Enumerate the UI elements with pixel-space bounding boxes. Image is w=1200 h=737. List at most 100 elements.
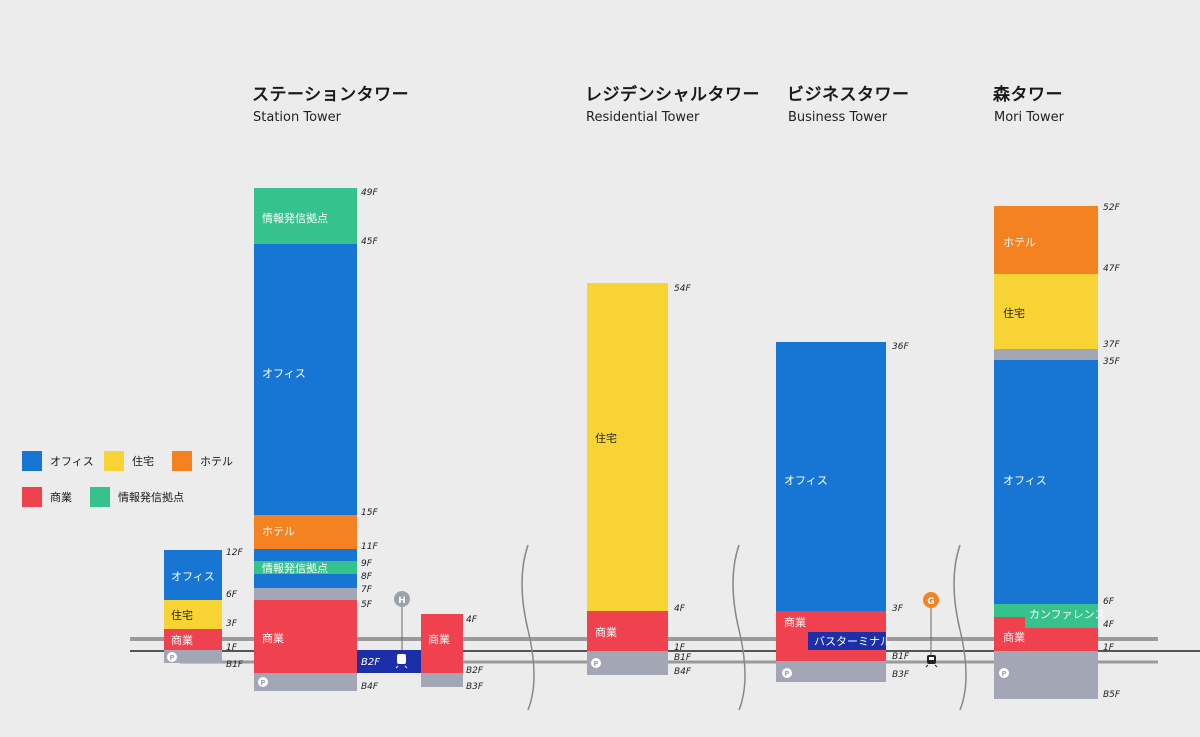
business-tower-title-jp: ビジネスタワー (787, 85, 910, 105)
break-mark-2 (732, 544, 746, 711)
station-floor-b4: B4F (361, 682, 379, 692)
res-floor-4: 4F (674, 604, 686, 614)
station-floor-8: 8F (361, 572, 373, 582)
biz-parking-icon-letter: P (784, 670, 789, 678)
g-marker-icon (923, 592, 939, 608)
station-office-low-block (254, 549, 357, 561)
mori-floor-37: 37F (1103, 340, 1120, 350)
mori-parking-icon (999, 668, 1009, 678)
annex-commercial-label: 商業 (428, 632, 450, 646)
biz-commercial-label: 商業 (784, 615, 806, 629)
mori-tower-title-jp: 森タワー (993, 85, 1063, 105)
train-icon-station (395, 654, 408, 669)
biz-office-block (776, 342, 886, 611)
small-floor-3: 3F (226, 619, 238, 629)
small-floor-12: 12F (226, 548, 243, 558)
res-floor-1: 1F (674, 643, 686, 653)
station-info-mid-label: 情報発信拠点 (262, 561, 328, 575)
biz-floor-3: 3F (892, 604, 904, 614)
station-floor-b2-bus: B2F (361, 657, 380, 668)
res-floor-b4: B4F (674, 667, 692, 677)
res-floor-54: 54F (674, 284, 691, 294)
res-commercial-label: 商業 (595, 625, 617, 639)
station-floor-15: 15F (361, 508, 378, 518)
mori-residential-label: 住宅 (1003, 306, 1025, 320)
legend-info: 情報発信拠点 (90, 487, 184, 507)
h-marker-letter: H (398, 596, 406, 606)
station-floor-49: 49F (361, 188, 378, 198)
station-parking-block (254, 673, 357, 691)
res-residential-label: 住宅 (595, 431, 617, 445)
station-parking-icon-letter: P (260, 679, 265, 687)
mori-gray-block (994, 349, 1098, 360)
station-hotel-label: ホテル (262, 525, 295, 538)
legend-label-hotel: ホテル (200, 455, 233, 468)
mori-office-label: オフィス (1003, 474, 1047, 487)
res-parking-icon (591, 658, 601, 668)
station-office-label: オフィス (262, 367, 306, 380)
station-tower-title-jp: ステーションタワー (252, 85, 410, 105)
mori-hotel-label: ホテル (1003, 236, 1036, 249)
small-parking-icon (167, 652, 177, 662)
legend-label-info: 情報発信拠点 (118, 491, 184, 504)
station-office-low2-block (254, 574, 357, 588)
station-info-top-label: 情報発信拠点 (262, 211, 328, 225)
mori-commercial-block (994, 628, 1098, 651)
mori-floor-6: 6F (1103, 597, 1115, 607)
station-hotel-block (254, 515, 357, 549)
station-info-top-block (254, 188, 357, 244)
small-residential-label: 住宅 (171, 608, 193, 622)
annex-floor-b3: B3F (466, 682, 484, 692)
residential-tower-title-en: Residential Tower (586, 110, 700, 125)
mori-commercial-upper-block (994, 617, 1025, 628)
small-residential-block (164, 600, 222, 629)
legend-hotel: ホテル (172, 451, 233, 471)
station-commercial-label: 商業 (262, 631, 284, 645)
biz-parking-icon (782, 668, 792, 678)
small-parking-icon-letter: P (169, 654, 174, 662)
station-floor-45: 45F (361, 237, 378, 247)
mori-conference-block (1025, 604, 1098, 628)
small-floor-b1: B1F (226, 660, 244, 670)
annex-floor-b2: B2F (466, 666, 484, 676)
res-residential-block (587, 283, 668, 611)
biz-floor-36: 36F (892, 342, 909, 352)
station-tower-title-en: Station Tower (253, 110, 342, 125)
mori-parking-icon-letter: P (1001, 670, 1006, 678)
station-gray-block (254, 588, 357, 600)
mori-floor-35: 35F (1103, 357, 1120, 367)
mori-floor-52: 52F (1103, 203, 1120, 213)
legend-label-commercial: 商業 (50, 491, 72, 504)
h-marker-icon (394, 591, 410, 607)
mori-residential-block (994, 274, 1098, 349)
break-mark-3 (953, 544, 967, 711)
station-floor-9: 9F (361, 559, 373, 569)
res-parking-icon-letter: P (593, 660, 598, 668)
break-mark-1 (521, 544, 535, 711)
annex-parking-block (421, 673, 463, 687)
residential-tower-title-jp: レジデンシャルタワー (585, 85, 760, 105)
g-marker-letter: G (927, 597, 934, 607)
small-parking-block (164, 650, 222, 663)
legend-swatch-residential (104, 451, 124, 471)
legend-label-residential: 住宅 (132, 455, 154, 468)
station-parking-icon (258, 677, 268, 687)
annex-commercial-block (421, 614, 463, 673)
biz-office-label: オフィス (784, 474, 828, 487)
legend-label-office: オフィス (50, 455, 94, 468)
mori-floor-4: 4F (1103, 620, 1115, 630)
legend-residential: 住宅 (104, 451, 154, 471)
legend-swatch-hotel (172, 451, 192, 471)
mori-floor-47: 47F (1103, 264, 1120, 274)
station-info-mid-block (254, 561, 357, 574)
small-commercial-block (164, 629, 222, 650)
business-tower-title-en: Business Tower (788, 110, 888, 125)
biz-bus-terminal-label: バスターミナル (814, 635, 891, 648)
mori-office-block (994, 360, 1098, 604)
legend-swatch-commercial (22, 487, 42, 507)
small-floor-1: 1F (226, 643, 238, 653)
legend-swatch-office (22, 451, 42, 471)
res-floor-b1: B1F (674, 653, 692, 663)
